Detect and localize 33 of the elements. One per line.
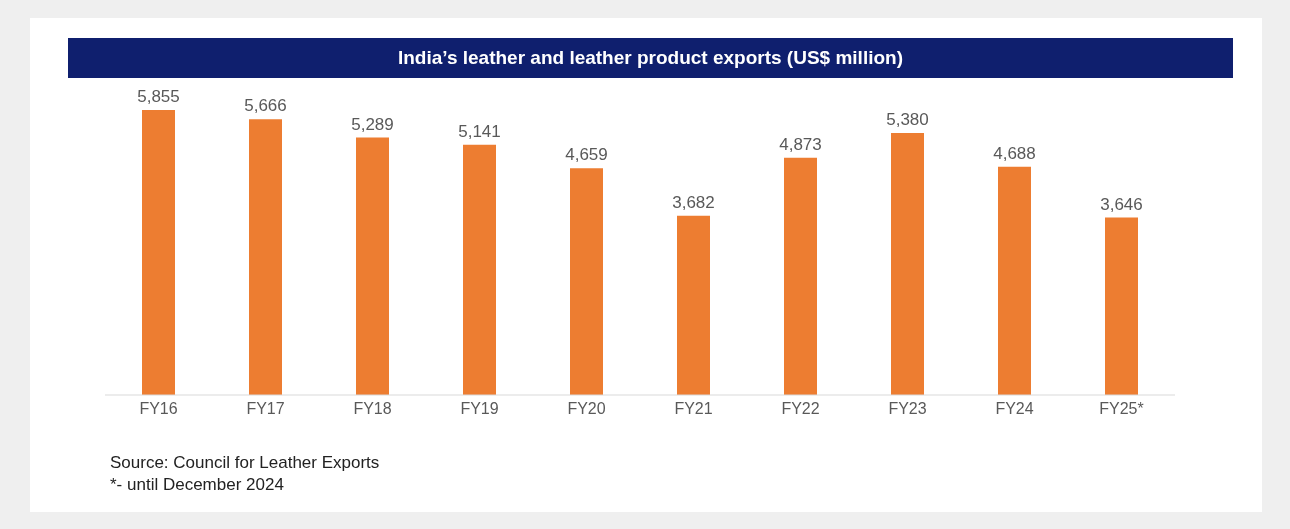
x-tick-label: FY16 [139,400,178,418]
bar [998,166,1031,395]
bar [891,133,924,395]
x-tick-label: FY21 [674,400,713,418]
x-tick-label: FY25* [1099,400,1144,418]
data-label: 3,646 [1100,194,1143,214]
x-tick-label: FY19 [460,400,499,418]
data-label: 5,666 [244,96,287,116]
text: *- until December 2024 [110,474,285,496]
bar [356,137,389,395]
data-label: 5,289 [351,114,394,134]
chart-title: India’s leather and leather product exports (US$ million) [68,38,1233,78]
bar [677,215,710,395]
source-note: Source: Council for Leather Exports [110,452,380,474]
x-tick-label: FY23 [888,400,927,418]
data-label: 4,659 [565,145,608,165]
data-label: 4,873 [779,134,822,154]
data-label: 5,855 [137,87,180,106]
bar [570,168,603,395]
data-label: 5,141 [458,121,501,141]
x-tick-label: FY22 [781,400,820,418]
bar [1105,217,1138,395]
bar [142,110,175,395]
x-tick-label: FY24 [995,400,1034,418]
data-label: 5,380 [886,110,929,130]
bar [463,144,496,395]
data-label: 4,688 [993,143,1036,163]
x-tick-label: FY17 [246,400,285,418]
data-label: 3,682 [672,192,715,212]
bar [249,119,282,395]
bar [784,157,817,395]
x-tick-label: FY20 [567,400,606,418]
x-tick-label: FY18 [353,400,392,418]
